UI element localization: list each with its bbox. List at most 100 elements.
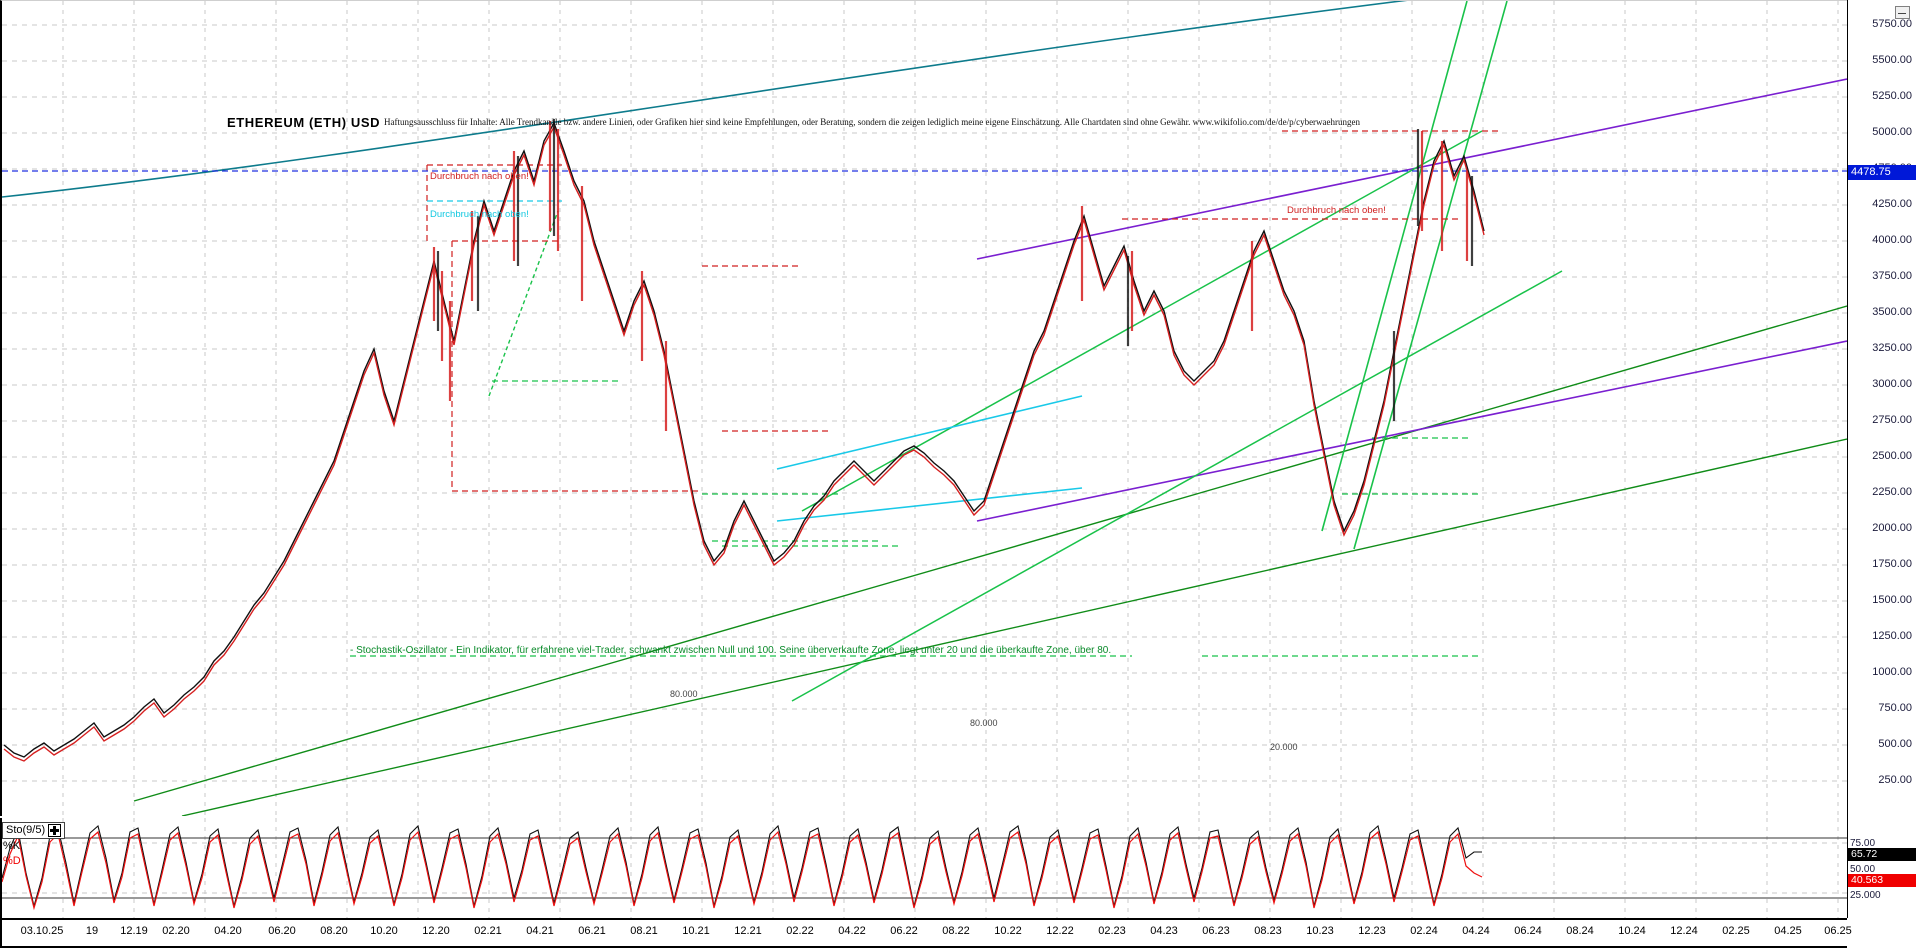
- stoch-tick-25: 25.000: [1850, 890, 1881, 901]
- date-tick-17: 06.22: [890, 925, 918, 937]
- indicator-legend[interactable]: Sto(9/5): [2, 822, 66, 839]
- price-tick-5250: 5250.00: [1872, 90, 1912, 102]
- date-tick-0: 03.10.25: [20, 925, 64, 937]
- date-tick-33: 02.25: [1722, 925, 1750, 937]
- date-tick-24: 08.23: [1254, 925, 1282, 937]
- stoch-level-label-80-b: 80.000: [970, 718, 998, 728]
- date-tick-15: 02.22: [786, 925, 814, 937]
- minimize-icon[interactable]: [1895, 6, 1910, 19]
- disclaimer-text: Haftungsausschluss für Inhalte: Alle Tre…: [384, 117, 1361, 127]
- date-tick-1: 19: [85, 925, 99, 937]
- date-tick-18: 08.22: [942, 925, 970, 937]
- stochastic-svg: [2, 818, 1847, 918]
- date-tick-7: 10.20: [370, 925, 398, 937]
- trendline-purple-lower: [976, 340, 1847, 522]
- date-tick-28: 04.24: [1462, 925, 1490, 937]
- price-chart-pane[interactable]: ETHEREUM (ETH) USD Haftungsausschluss fü…: [0, 0, 1847, 816]
- date-tick-8: 12.20: [422, 925, 450, 937]
- date-tick-3: 02.20: [162, 925, 190, 937]
- date-tick-34: 04.25: [1774, 925, 1802, 937]
- price-tick-750: 750.00: [1878, 702, 1912, 714]
- price-tick-3000: 3000.00: [1872, 378, 1912, 390]
- stoch-value-k-badge: 65.72: [1848, 848, 1916, 861]
- trendline-purple-upper: [976, 78, 1847, 260]
- date-tick-32: 12.24: [1670, 925, 1698, 937]
- stoch-value-d-badge: 40.563: [1848, 874, 1916, 887]
- date-tick-11: 06.21: [578, 925, 606, 937]
- plus-icon[interactable]: [48, 824, 62, 837]
- price-tick-3250: 3250.00: [1872, 342, 1912, 354]
- trendline-green-rally-left: [1321, 1, 1468, 532]
- price-tick-2000: 2000.00: [1872, 522, 1912, 534]
- vertical-gridlines: [62, 1, 1839, 816]
- stoch-vertical-gridlines: [62, 818, 1839, 918]
- price-tick-2250: 2250.00: [1872, 486, 1912, 498]
- horizontal-levels: [2, 130, 1847, 657]
- series-label-d: %D: [3, 855, 21, 867]
- stochastic-explanation: - Stochastik-Oszillator - Ein Indikator,…: [350, 645, 1112, 656]
- date-tick-9: 02.21: [474, 925, 502, 937]
- price-tick-5750: 5750.00: [1872, 18, 1912, 30]
- stochastic-indicator-pane[interactable]: 80.000 80.000 20.000: [0, 689, 1847, 918]
- date-tick-30: 08.24: [1566, 925, 1594, 937]
- date-tick-22: 04.23: [1150, 925, 1178, 937]
- date-tick-29: 06.24: [1514, 925, 1542, 937]
- price-chart-svg: [2, 1, 1847, 816]
- series-label-k: %K: [3, 840, 21, 852]
- price-tick-2500: 2500.00: [1872, 450, 1912, 462]
- price-tick-1750: 1750.00: [1872, 558, 1912, 570]
- price-series: [3, 121, 1485, 762]
- date-tick-25: 10.23: [1306, 925, 1334, 937]
- trendline-green-lower-support: [181, 438, 1847, 816]
- trendline-teal-resistance: [2, 1, 1408, 198]
- trendlines: [2, 1, 1847, 816]
- price-tick-5000: 5000.00: [1872, 126, 1912, 138]
- price-tick-1500: 1500.00: [1872, 594, 1912, 606]
- date-tick-35: 06.25: [1824, 925, 1852, 937]
- last-price-badge: 4478.75: [1848, 165, 1916, 180]
- price-tick-3500: 3500.00: [1872, 306, 1912, 318]
- stoch-level-label-80-a: 80.000: [670, 689, 698, 699]
- price-tick-500: 500.00: [1878, 738, 1912, 750]
- price-tick-2750: 2750.00: [1872, 414, 1912, 426]
- price-tick-4250: 4250.00: [1872, 198, 1912, 210]
- annotation-breakout-3: Durchbruch nach oben!: [1287, 205, 1386, 216]
- date-tick-21: 02.23: [1098, 925, 1126, 937]
- trendline-green-rally-right: [1353, 1, 1508, 550]
- price-tick-1250: 1250.00: [1872, 630, 1912, 642]
- trendline-green-2021-leg: [488, 210, 559, 397]
- date-tick-6: 08.20: [320, 925, 348, 937]
- price-tick-1000: 1000.00: [1872, 666, 1912, 678]
- date-axis[interactable]: 03.10.25 19 12.19 02.20 04.20 06.20 08.2…: [0, 918, 1852, 948]
- date-tick-5: 06.20: [268, 925, 296, 937]
- annotation-breakout-1: Durchbruch nach oben!: [430, 171, 529, 182]
- stoch-k-line: [2, 824, 1482, 909]
- date-tick-13: 10.21: [682, 925, 710, 937]
- trendline-green-steep-lower: [791, 270, 1563, 702]
- trendline-cyan-support-a: [776, 395, 1083, 470]
- price-tick-4000: 4000.00: [1872, 234, 1912, 246]
- date-tick-27: 02.24: [1410, 925, 1438, 937]
- page-title: ETHEREUM (ETH) USD: [227, 115, 381, 130]
- date-tick-20: 12.22: [1046, 925, 1074, 937]
- price-line-black: [3, 121, 1485, 758]
- horizontal-gridlines: [2, 24, 1847, 782]
- date-tick-10: 04.21: [526, 925, 554, 937]
- date-tick-23: 06.23: [1202, 925, 1230, 937]
- stoch-level-label-20: 20.000: [1270, 742, 1298, 752]
- date-tick-12: 08.21: [630, 925, 658, 937]
- date-tick-14: 12.21: [734, 925, 762, 937]
- date-tick-4: 04.20: [214, 925, 242, 937]
- price-tick-3750: 3750.00: [1872, 270, 1912, 282]
- stoch-gridlines: [2, 842, 1847, 894]
- indicator-name: Sto(9/5): [6, 824, 46, 836]
- trendline-cyan-support-b: [776, 487, 1083, 522]
- date-tick-19: 10.22: [994, 925, 1022, 937]
- price-line-red: [3, 125, 1485, 762]
- stoch-tick-50: 50.00: [1850, 864, 1876, 875]
- price-tick-250: 250.00: [1878, 774, 1912, 786]
- price-candles-dark: [436, 119, 1474, 421]
- stoch-tick-75: 75.00: [1850, 838, 1876, 849]
- price-axis[interactable]: 5750.00 5500.00 5250.00 5000.00 4750.00 …: [1847, 0, 1916, 918]
